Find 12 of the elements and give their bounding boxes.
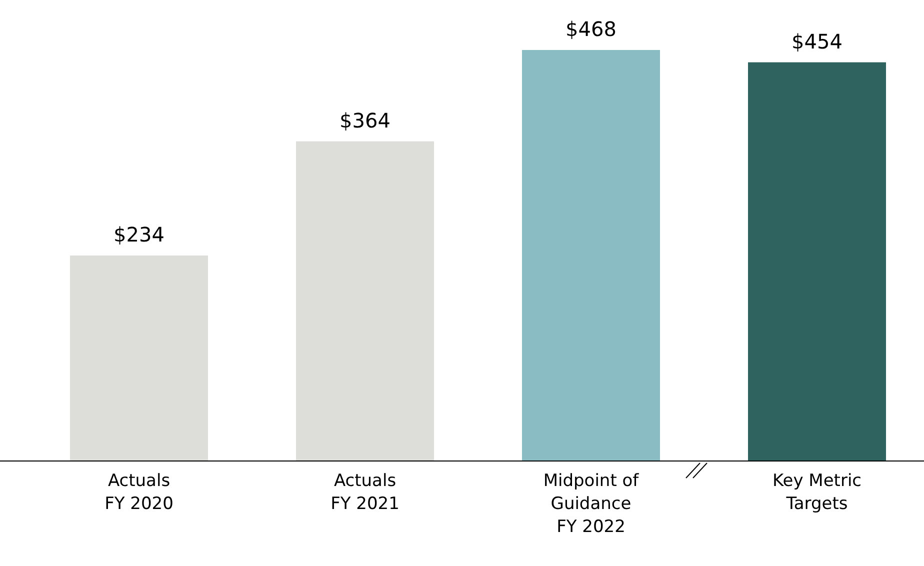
x-tick-label: Actuals FY 2021 — [330, 471, 400, 514]
data-label: $364 — [340, 108, 390, 132]
data-label: $454 — [792, 29, 842, 54]
x-tick-label: Actuals FY 2020 — [104, 471, 174, 514]
bar — [70, 256, 208, 461]
bar — [296, 141, 434, 461]
x-tick-label: Midpoint of Guidance FY 2022 — [543, 471, 640, 537]
x-tick-label: Key Metric Targets — [772, 471, 862, 514]
data-label: $234 — [114, 222, 164, 246]
bar — [522, 50, 660, 461]
data-label: $468 — [566, 17, 616, 41]
bar — [748, 62, 886, 461]
